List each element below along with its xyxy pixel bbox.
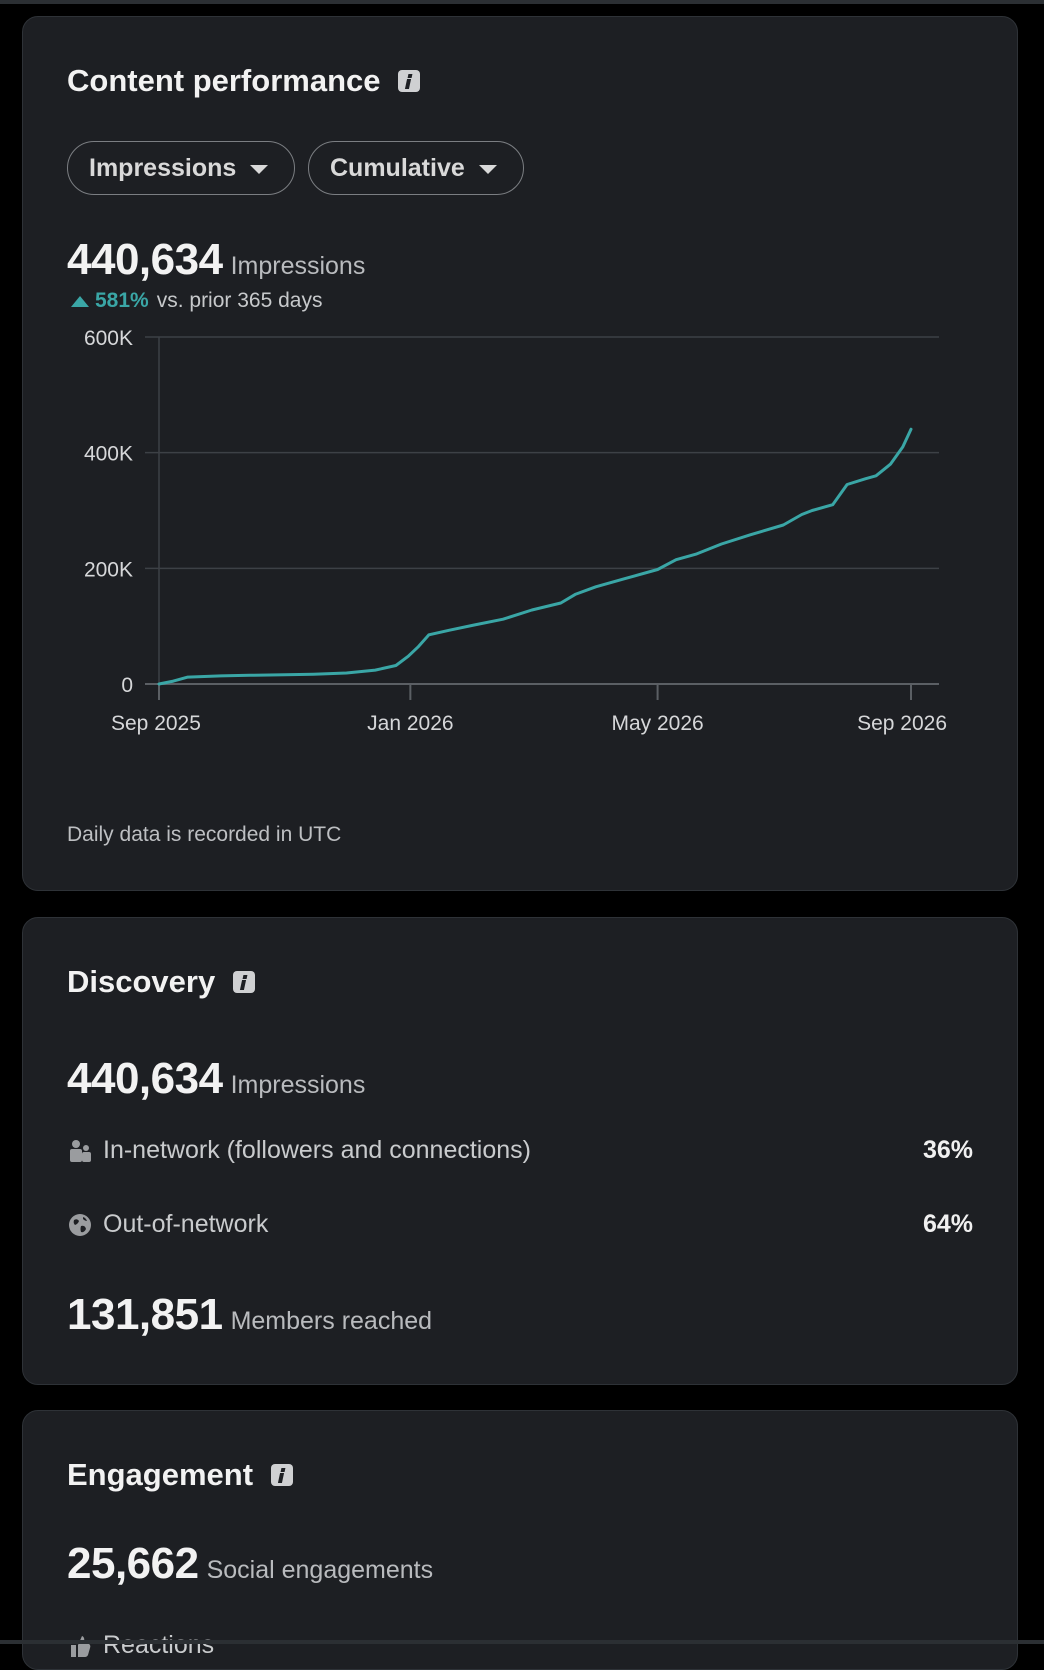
impressions-line (157, 427, 913, 686)
discovery-header: Discovery (67, 964, 256, 1000)
impressions-total: 440,634 Impressions (67, 235, 365, 285)
out-of-network-label: Out-of-network (103, 1210, 269, 1238)
x-tick-label: Sep 2026 (857, 712, 947, 735)
x-tick-label: May 2026 (611, 712, 703, 735)
x-tick-label: Jan 2026 (367, 712, 453, 735)
engagement-header: Engagement (67, 1457, 294, 1493)
content-performance-title: Content performance (67, 63, 381, 98)
out-of-network-row: Out-of-network 64% (67, 1210, 973, 1239)
caret-down-icon (250, 164, 269, 174)
discovery-title: Discovery (67, 964, 216, 999)
delta-value: 581% (95, 289, 149, 312)
in-network-row: In-network (followers and connections) 3… (67, 1136, 973, 1165)
y-tick-label: 0 (121, 674, 133, 697)
social-engagements-label: Social engagements (206, 1556, 434, 1584)
caret-down-icon (478, 164, 497, 174)
social-engagements: 25,662 Social engagements (67, 1539, 433, 1589)
y-tick-label: 200K (84, 558, 133, 581)
y-tick-label: 600K (84, 327, 133, 350)
discovery-impressions: 440,634 Impressions (67, 1054, 365, 1104)
in-network-percent: 36% (922, 1136, 973, 1164)
members-reached-value: 131,851 (67, 1290, 223, 1339)
people-icon (70, 1139, 91, 1162)
info-icon[interactable] (233, 971, 256, 993)
metric-dropdown-label: Impressions (89, 153, 237, 182)
impressions-chart: 0 200K 400K 600K Sep 2025 Jan 2026 May 2026 Sep… (84, 327, 947, 735)
engagement-card: Engagement 25,662 Social engagements Rea… (22, 1410, 1018, 1670)
social-engagements-value: 25,662 (67, 1539, 199, 1588)
bottom-divider (0, 1640, 1044, 1644)
top-divider (0, 0, 1044, 4)
mode-dropdown[interactable]: Cumulative (308, 141, 524, 195)
out-of-network-percent: 64% (922, 1210, 973, 1238)
engagement-title: Engagement (67, 1457, 254, 1492)
members-reached: 131,851 Members reached (67, 1290, 432, 1340)
metric-dropdown[interactable]: Impressions (67, 141, 296, 195)
y-tick-label: 400K (84, 443, 133, 466)
content-performance-card: Content performance Impressions Cumulati… (22, 16, 1018, 891)
trend-up-icon (71, 295, 89, 307)
globe-icon (69, 1213, 91, 1236)
reactions-label: Reactions (103, 1631, 215, 1659)
reactions-row: Reactions (67, 1631, 973, 1660)
x-tick-label: Sep 2025 (111, 712, 201, 735)
thumbs-up-icon (71, 1635, 91, 1657)
info-icon[interactable] (271, 1464, 294, 1486)
mode-dropdown-label: Cumulative (330, 153, 465, 182)
impressions-value: 440,634 (67, 235, 223, 284)
impressions-label: Impressions (230, 252, 366, 280)
content-performance-header: Content performance (67, 63, 421, 99)
utc-footnote: Daily data is recorded in UTC (67, 823, 342, 846)
discovery-card: Discovery 440,634 Impressions In-network… (22, 917, 1018, 1385)
discovery-impressions-value: 440,634 (67, 1054, 223, 1103)
discovery-impressions-label: Impressions (230, 1071, 366, 1099)
impressions-delta: 581% vs. prior 365 days (71, 289, 322, 313)
delta-text: vs. prior 365 days (156, 289, 323, 312)
in-network-label: In-network (followers and connections) (103, 1136, 531, 1164)
info-icon[interactable] (398, 70, 421, 92)
members-reached-label: Members reached (230, 1307, 433, 1335)
